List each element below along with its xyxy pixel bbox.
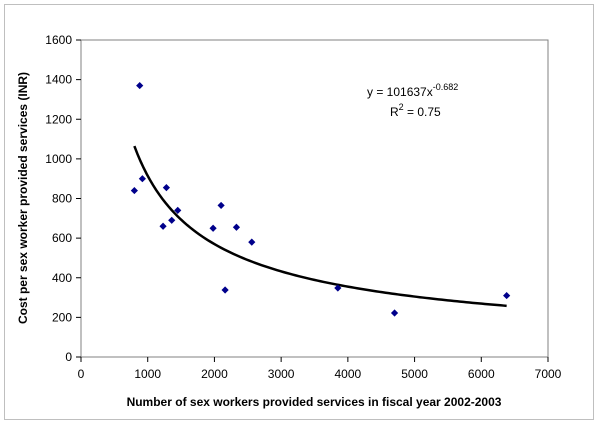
y-tick-label: 1600 <box>45 33 72 47</box>
x-tick-label: 7000 <box>535 367 562 381</box>
y-axis: 0 200 400 600 800 1000 1200 1400 1600 <box>45 33 81 364</box>
data-point <box>221 286 229 294</box>
data-point <box>162 184 170 192</box>
data-point <box>209 224 217 232</box>
y-tick-label: 800 <box>52 192 72 206</box>
x-tick-label: 1000 <box>134 367 161 381</box>
trendline <box>133 145 507 308</box>
data-point <box>232 223 241 231</box>
data-point <box>334 284 342 292</box>
y-tick-label: 1200 <box>45 112 72 126</box>
y-axis-title: Cost per sex worker provided services (I… <box>16 72 30 324</box>
data-point <box>136 81 144 90</box>
x-tick-label: 6000 <box>468 367 495 381</box>
x-axis-title: Number of sex workers provided services … <box>127 395 502 409</box>
data-point <box>130 186 138 195</box>
x-tick-label: 0 <box>78 367 85 381</box>
y-tick-label: 600 <box>52 231 72 245</box>
data-point <box>390 309 399 317</box>
x-tick-label: 4000 <box>335 367 362 381</box>
y-tick-label: 1000 <box>45 152 72 166</box>
r-squared-label: R2 = 0.75 <box>390 102 441 119</box>
data-points <box>130 81 511 317</box>
data-point <box>174 206 182 214</box>
y-tick-label: 400 <box>52 271 72 285</box>
trendline-equation: y = 101637x-0.682 <box>367 82 458 99</box>
x-tick-label: 5000 <box>401 367 428 381</box>
plot-area <box>80 39 549 358</box>
data-point <box>138 175 146 183</box>
y-tick-label: 200 <box>52 310 72 324</box>
data-point <box>503 291 511 300</box>
data-point <box>248 238 256 246</box>
y-tick-label: 1400 <box>45 73 72 87</box>
y-tick-label: 0 <box>65 350 72 364</box>
data-point <box>168 216 176 224</box>
x-axis: 0 1000 2000 3000 4000 5000 6000 7000 <box>78 357 562 381</box>
x-tick-label: 3000 <box>268 367 295 381</box>
data-point <box>159 222 167 230</box>
data-point <box>217 201 225 210</box>
x-tick-label: 2000 <box>201 367 228 381</box>
